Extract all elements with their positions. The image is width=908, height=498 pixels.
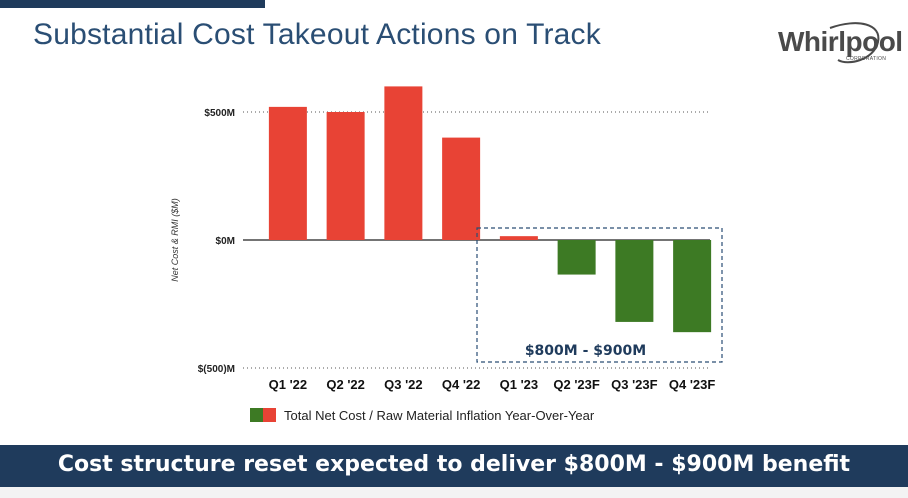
bar-q4-22 [442, 137, 481, 240]
whirlpool-logo: Whirlpool CORPORATION [770, 20, 903, 72]
y-axis-label: Net Cost & RMI ($M) [170, 198, 180, 282]
bars [268, 86, 712, 333]
x-tick-label: Q3 '22 [384, 377, 423, 392]
x-tick-label: Q2 '23F [553, 377, 600, 392]
x-tick-label: Q1 '23 [500, 377, 539, 392]
y-tick-labels: $500M $0M $(500)M [198, 108, 235, 375]
y-tick-label: $500M [204, 108, 235, 119]
x-tick-labels: Q1 '22 Q2 '22 Q3 '22 Q4 '22 Q1 '23 Q2 '23F Q3 … [269, 377, 716, 392]
x-tick-label: Q4 '23F [669, 377, 716, 392]
bar-chart: $500M $0M $(500)M Net Cost & RMI ($M) Q1 '… [170, 86, 723, 423]
page-title: Substantial Cost Takeout Actions on Trac… [33, 18, 601, 51]
bar-q2-22 [326, 112, 365, 240]
bar-q4-23f [673, 240, 712, 333]
logo-text: Whirlpool [778, 26, 903, 57]
savings-annotation: $800M - $900M [525, 343, 646, 359]
y-tick-label: $0M [216, 236, 235, 247]
bar-q2-23f [557, 240, 596, 275]
bar-q1-23 [499, 236, 538, 240]
forecast-highlight-box [476, 227, 723, 363]
bottom-strip [0, 487, 908, 498]
y-tick-label: $(500)M [198, 364, 235, 375]
legend: Total Net Cost / Raw Material Inflation … [250, 408, 595, 423]
x-tick-label: Q3 '23F [611, 377, 658, 392]
bar-q3-23f [615, 240, 654, 322]
x-tick-label: Q2 '22 [326, 377, 365, 392]
x-tick-label: Q1 '22 [269, 377, 308, 392]
logo-swoosh-icon [829, 22, 880, 64]
legend-swatch-negative [250, 408, 263, 422]
bar-q1-22 [268, 106, 307, 240]
footer-banner: Cost structure reset expected to deliver… [0, 445, 908, 487]
bar-q3-22 [384, 86, 423, 241]
x-tick-label: Q4 '22 [442, 377, 481, 392]
legend-swatch-positive [263, 408, 276, 422]
top-accent-bar [0, 0, 265, 8]
logo-subtext: CORPORATION [846, 56, 887, 62]
legend-label: Total Net Cost / Raw Material Inflation … [284, 408, 595, 423]
